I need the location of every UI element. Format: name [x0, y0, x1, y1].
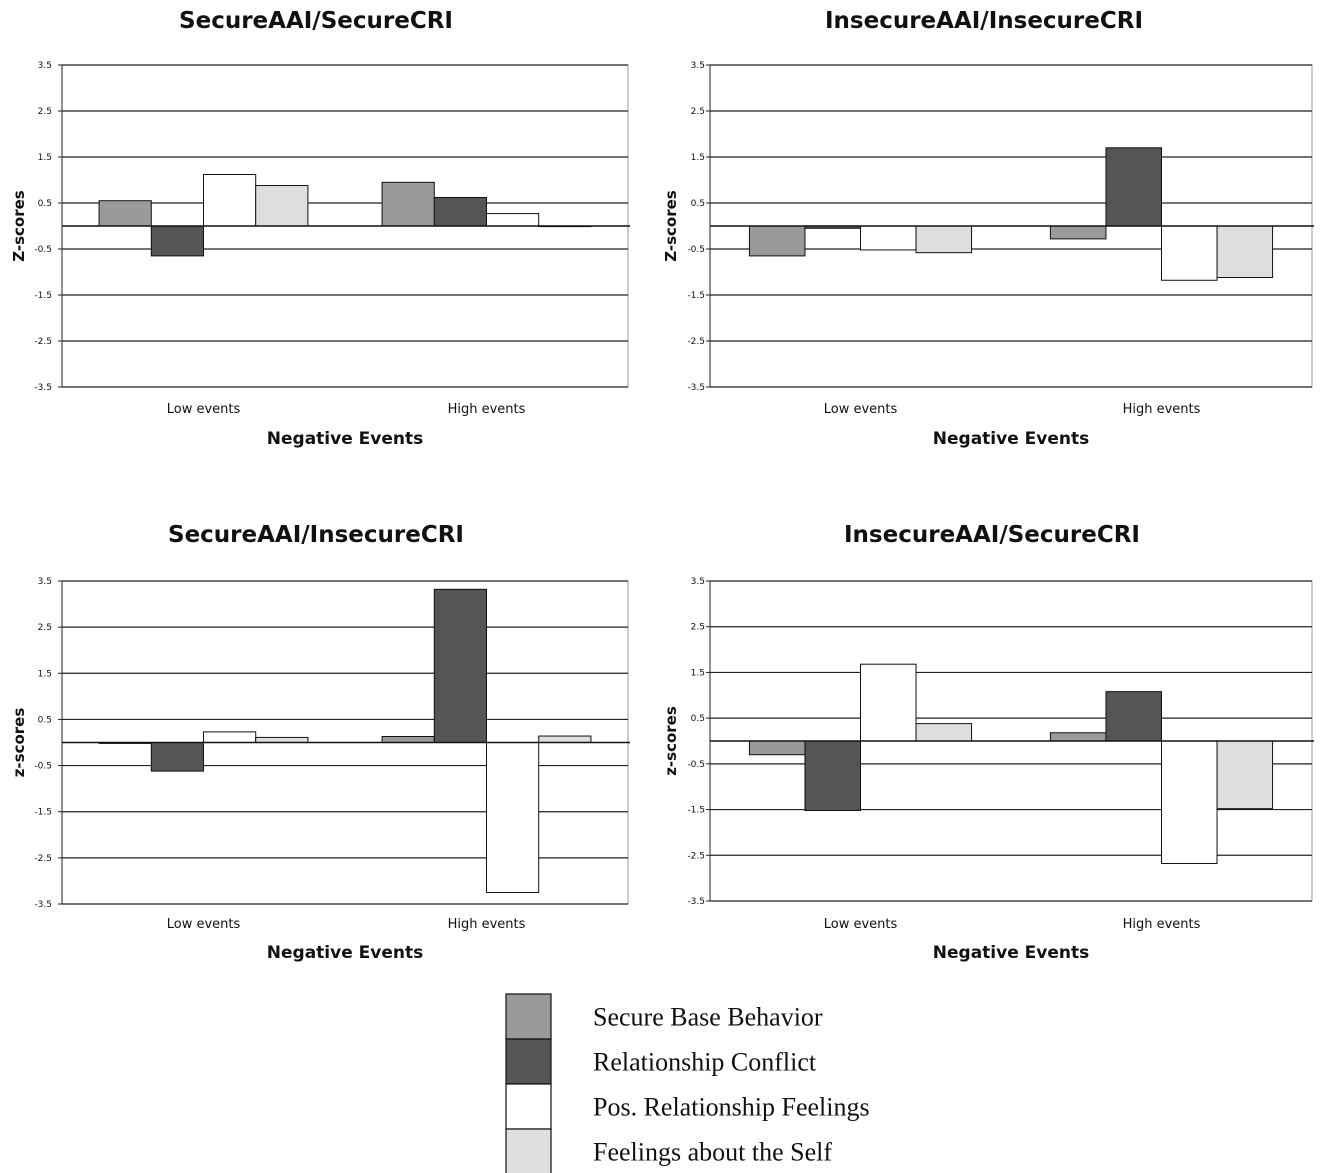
y-tick-label: 1.5 — [38, 153, 52, 163]
chart-title: InsecureAAI/SecureCRI — [844, 522, 1140, 548]
chart-title: InsecureAAI/InsecureCRI — [825, 8, 1143, 34]
legend-item: Pos. Relationship Feelings — [505, 1083, 870, 1130]
x-axis-label: Negative Events — [267, 943, 423, 963]
y-tick-label: 0.5 — [38, 715, 52, 725]
y-tick-label: 1.5 — [38, 669, 52, 679]
legend-swatch — [505, 1128, 552, 1173]
x-axis-label: Negative Events — [267, 429, 423, 449]
y-tick-label: -0.5 — [34, 762, 52, 772]
bar — [860, 663, 917, 742]
bar — [433, 196, 487, 227]
x-category-label: High events — [1123, 917, 1201, 932]
x-category-label: Low events — [824, 917, 898, 932]
legend-item: Feelings about the Self — [505, 1128, 832, 1173]
x-axis-label: Negative Events — [933, 429, 1089, 449]
y-tick-label: 0.5 — [38, 199, 52, 209]
chart-title: SecureAAI/InsecureCRI — [168, 522, 464, 548]
bar — [150, 742, 204, 772]
y-tick-label: 3.5 — [38, 61, 52, 71]
y-tick-label: 0.5 — [691, 714, 705, 724]
legend-swatch — [505, 993, 552, 1040]
y-tick-label: 3.5 — [691, 577, 705, 587]
legend: Secure Base Behavior Relationship Conflic… — [505, 993, 870, 1173]
bar — [860, 225, 917, 251]
y-tick-label: -1.5 — [34, 291, 52, 301]
y-tick-label: -2.5 — [34, 337, 52, 347]
bar — [1161, 740, 1218, 865]
bar — [748, 225, 806, 257]
legend-item: Secure Base Behavior — [505, 993, 823, 1040]
legend-label: Pos. Relationship Feelings — [593, 1093, 870, 1122]
y-axis-label: Z-scores — [662, 190, 680, 262]
y-tick-label: -1.5 — [687, 806, 705, 816]
y-tick-label: -1.5 — [687, 291, 705, 301]
chart-title: SecureAAI/SecureCRI — [179, 8, 453, 34]
bar — [486, 742, 540, 893]
chart-panel-1: SecureAAI/SecureCRI 3.5 2.5 1.5 0.5 -0.5 -1.5 -… — [10, 8, 630, 449]
y-axis-label: z-scores — [662, 706, 680, 776]
y-tick-label: 3.5 — [38, 577, 52, 587]
y-tick-label: 1.5 — [691, 668, 705, 678]
y-tick-label: -2.5 — [34, 854, 52, 864]
bar — [433, 588, 487, 744]
bar — [255, 736, 309, 743]
bar — [1105, 691, 1162, 742]
bar — [538, 735, 592, 743]
y-tick-label: 2.5 — [38, 623, 52, 633]
bar — [486, 213, 540, 227]
legend-label: Secure Base Behavior — [593, 1003, 823, 1032]
bar — [915, 225, 973, 254]
y-tick-label: -3.5 — [34, 383, 52, 393]
bar — [1216, 740, 1274, 810]
y-tick-label: -2.5 — [687, 337, 705, 347]
y-axis-label: Z-scores — [10, 190, 28, 262]
x-category-label: High events — [448, 402, 526, 417]
bar — [381, 181, 435, 227]
y-tick-label: 3.5 — [691, 61, 705, 71]
bar — [1105, 147, 1162, 227]
chart-panel-3: SecureAAI/InsecureCRI 3.5 2.5 1.5 0.5 -0.5 -1.… — [10, 522, 630, 963]
x-category-label: Low events — [167, 402, 241, 417]
x-category-label: Low events — [167, 917, 241, 932]
bar — [748, 740, 806, 756]
y-tick-label: -0.5 — [687, 760, 705, 770]
y-tick-label: -3.5 — [687, 383, 705, 393]
bar — [1049, 732, 1107, 742]
x-axis-label: Negative Events — [933, 943, 1089, 963]
bar — [1216, 225, 1274, 279]
y-tick-label: -3.5 — [687, 897, 705, 907]
bar — [1049, 225, 1107, 240]
legend-label: Relationship Conflict — [593, 1048, 817, 1077]
bar — [915, 723, 973, 742]
bar — [150, 225, 204, 257]
bar — [1161, 225, 1218, 281]
legend-swatch — [505, 1083, 552, 1130]
y-tick-label: -3.5 — [34, 900, 52, 910]
chart-panel-2: InsecureAAI/InsecureCRI 3.5 2.5 1.5 0.5 -0.5 -… — [662, 8, 1314, 449]
y-tick-label: 2.5 — [691, 107, 705, 117]
bar — [255, 185, 309, 227]
bar — [98, 200, 152, 227]
x-category-label: High events — [448, 917, 526, 932]
y-tick-label: 2.5 — [691, 623, 705, 633]
y-tick-label: -2.5 — [687, 851, 705, 861]
bar — [804, 740, 862, 811]
legend-item: Relationship Conflict — [505, 1038, 817, 1085]
y-tick-label: 0.5 — [691, 199, 705, 209]
bar — [381, 736, 435, 743]
legend-swatch — [505, 1038, 552, 1085]
y-tick-label: 1.5 — [691, 153, 705, 163]
y-tick-label: -1.5 — [34, 808, 52, 818]
y-tick-label: 2.5 — [38, 107, 52, 117]
x-category-label: High events — [1123, 402, 1201, 417]
y-tick-label: -0.5 — [687, 245, 705, 255]
chart-panel-4: InsecureAAI/SecureCRI 3.5 2.5 1.5 0.5 -0.5 -1.… — [662, 522, 1314, 963]
y-tick-label: -0.5 — [34, 245, 52, 255]
legend-label: Feelings about the Self — [593, 1138, 832, 1167]
x-category-label: Low events — [824, 402, 898, 417]
bar — [203, 173, 257, 227]
bar — [203, 731, 257, 744]
y-axis-label: z-scores — [10, 708, 28, 778]
